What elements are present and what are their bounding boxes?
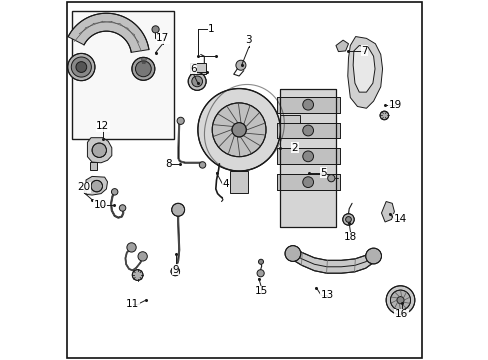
Text: 8: 8 bbox=[165, 159, 171, 169]
Circle shape bbox=[345, 217, 351, 222]
Circle shape bbox=[152, 26, 159, 33]
Text: 9: 9 bbox=[172, 265, 179, 275]
Polygon shape bbox=[347, 37, 382, 108]
Circle shape bbox=[302, 125, 313, 136]
Text: 13: 13 bbox=[320, 290, 333, 300]
Text: 18: 18 bbox=[343, 232, 356, 242]
Circle shape bbox=[177, 117, 184, 125]
Text: 2: 2 bbox=[291, 143, 297, 153]
Polygon shape bbox=[381, 202, 394, 222]
Circle shape bbox=[396, 297, 403, 304]
Circle shape bbox=[171, 267, 179, 276]
Polygon shape bbox=[276, 148, 339, 164]
Circle shape bbox=[386, 286, 414, 315]
Circle shape bbox=[285, 246, 300, 261]
Bar bbox=[72, 12, 174, 139]
Circle shape bbox=[212, 103, 265, 157]
Polygon shape bbox=[280, 116, 300, 137]
Polygon shape bbox=[87, 138, 112, 163]
Circle shape bbox=[327, 175, 334, 182]
Circle shape bbox=[119, 205, 125, 211]
Text: 1: 1 bbox=[208, 24, 214, 35]
Polygon shape bbox=[190, 63, 206, 74]
Text: 7: 7 bbox=[361, 46, 367, 56]
Circle shape bbox=[257, 270, 264, 277]
Circle shape bbox=[258, 259, 263, 264]
Polygon shape bbox=[90, 162, 97, 170]
Text: 16: 16 bbox=[394, 310, 407, 319]
Circle shape bbox=[67, 53, 95, 81]
Circle shape bbox=[191, 76, 202, 87]
Circle shape bbox=[91, 180, 102, 192]
Bar bbox=[280, 89, 335, 226]
Text: 12: 12 bbox=[96, 121, 109, 131]
Circle shape bbox=[302, 177, 313, 188]
Circle shape bbox=[132, 270, 142, 280]
Polygon shape bbox=[276, 123, 339, 138]
Circle shape bbox=[231, 123, 246, 137]
Polygon shape bbox=[335, 40, 348, 51]
Text: 11: 11 bbox=[126, 299, 139, 309]
Circle shape bbox=[302, 151, 313, 162]
Polygon shape bbox=[280, 89, 335, 226]
Circle shape bbox=[389, 290, 410, 310]
Circle shape bbox=[342, 214, 353, 225]
Text: 3: 3 bbox=[245, 35, 252, 45]
Text: 17: 17 bbox=[156, 33, 169, 43]
Circle shape bbox=[198, 89, 280, 171]
Text: 5: 5 bbox=[320, 168, 326, 178]
Circle shape bbox=[199, 162, 205, 168]
Circle shape bbox=[138, 252, 147, 261]
Text: 4: 4 bbox=[222, 179, 229, 189]
Text: 6: 6 bbox=[190, 64, 197, 74]
Text: 10: 10 bbox=[94, 200, 107, 210]
Circle shape bbox=[111, 189, 118, 195]
Polygon shape bbox=[68, 13, 149, 52]
Polygon shape bbox=[230, 171, 247, 193]
Circle shape bbox=[302, 99, 313, 110]
Polygon shape bbox=[292, 247, 373, 273]
Polygon shape bbox=[276, 174, 339, 190]
Polygon shape bbox=[352, 45, 374, 92]
Circle shape bbox=[92, 143, 106, 157]
Circle shape bbox=[135, 61, 151, 77]
Circle shape bbox=[76, 62, 86, 72]
Polygon shape bbox=[86, 176, 107, 195]
Text: 1: 1 bbox=[208, 24, 214, 35]
Text: 19: 19 bbox=[387, 100, 401, 110]
Text: 14: 14 bbox=[393, 215, 407, 224]
Circle shape bbox=[365, 248, 381, 264]
Circle shape bbox=[171, 203, 184, 216]
Polygon shape bbox=[276, 97, 339, 113]
Text: 15: 15 bbox=[254, 286, 267, 296]
Circle shape bbox=[235, 60, 245, 70]
Circle shape bbox=[379, 111, 388, 120]
Text: 20: 20 bbox=[77, 182, 90, 192]
Circle shape bbox=[126, 243, 136, 252]
Circle shape bbox=[132, 57, 155, 80]
Circle shape bbox=[71, 57, 91, 77]
Circle shape bbox=[188, 72, 206, 90]
